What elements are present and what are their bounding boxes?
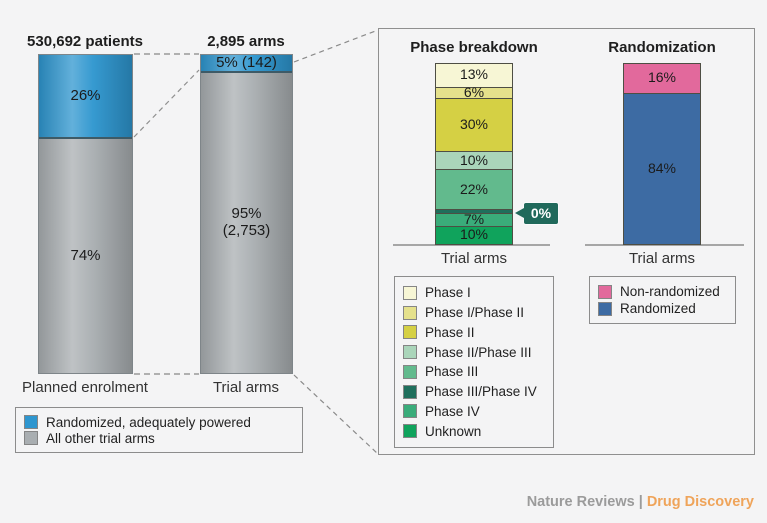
- legend-swatch: [24, 431, 38, 445]
- bar-segment: 10%: [436, 225, 512, 244]
- segment-value-label: 5% (142): [216, 53, 277, 71]
- legend-swatch: [24, 415, 38, 429]
- segment-value-label: 22%: [459, 180, 489, 197]
- legend-label: Randomized: [620, 301, 696, 316]
- legend-label: Phase IV: [425, 403, 480, 419]
- legend-label: Phase I/Phase II: [425, 305, 525, 321]
- bar-segment: 22%: [436, 169, 512, 209]
- legend-swatch: [403, 345, 417, 360]
- randomization-legend: Non-randomized Randomized: [589, 276, 736, 324]
- legend-label: Phase II: [425, 324, 475, 340]
- legend-swatch: [598, 284, 612, 299]
- legend-swatch: [598, 301, 612, 316]
- detail-panel: Phase breakdown Randomization 13% 6% 30% 10…: [378, 28, 755, 455]
- phase-breakdown-bar: 13% 6% 30% 10% 22% 7% 10%: [435, 63, 513, 245]
- dashed-connector-blue: [133, 69, 200, 138]
- legend-label: Phase II/Phase III: [425, 344, 532, 360]
- phase-breakdown-title: Phase breakdown: [410, 39, 538, 56]
- legend-label: Phase III: [425, 364, 479, 380]
- bar-segment: [436, 208, 512, 213]
- randomization-bar: 16% 84%: [623, 63, 701, 245]
- legend-item: Phase I/Phase II: [403, 305, 545, 320]
- bar-segment: 6%: [436, 83, 512, 100]
- segment-value-label: 26%: [70, 86, 101, 104]
- segment-value-label: 16%: [647, 69, 677, 86]
- legend-item: All other trial arms: [24, 431, 294, 446]
- segment-value-label: 84%: [647, 159, 677, 176]
- legend-label: All other trial arms: [46, 430, 155, 446]
- journal-credit: Nature Reviews | Drug Discovery: [527, 494, 754, 510]
- legend-swatch: [403, 285, 417, 300]
- legend-swatch: [403, 325, 417, 340]
- planned-enrolment-label: Planned enrolment: [22, 379, 148, 396]
- legend-item: Randomized, adequately powered: [24, 415, 294, 430]
- legend-item: Randomized: [598, 301, 727, 316]
- segment-value-label: 7%: [463, 210, 485, 227]
- legend-item: Non-randomized: [598, 284, 727, 299]
- segment-value-label: 6%: [463, 83, 485, 100]
- legend-item: Phase I: [403, 285, 545, 300]
- bar-segment: 84%: [624, 92, 700, 244]
- segment-value-label: 74%: [70, 246, 101, 264]
- legend-item: Phase III/Phase IV: [403, 384, 545, 399]
- legend-item: Phase IV: [403, 404, 545, 419]
- bar-segment: 95% (2,753): [201, 70, 292, 373]
- legend-label: Randomized, adequately powered: [46, 414, 251, 430]
- phase-trial-arms-label: Trial arms: [440, 250, 508, 267]
- bar-segment: 7%: [436, 210, 512, 227]
- planned-enrolment-bar: 26% 74%: [38, 54, 133, 374]
- legend-item: Phase II: [403, 325, 545, 340]
- legend-label: Phase III/Phase IV: [425, 384, 537, 400]
- bar-segment: 30%: [436, 97, 512, 151]
- trial-arms-total: 2,895 arms: [207, 33, 285, 50]
- bar-segment: 26%: [39, 55, 132, 138]
- bar-segment: 5% (142): [201, 53, 292, 71]
- bar-segment: 13%: [436, 64, 512, 87]
- legend-swatch: [403, 424, 417, 439]
- segment-value-label: 10%: [459, 226, 489, 243]
- randomization-trial-arms-label: Trial arms: [628, 250, 696, 267]
- journal-separator: |: [638, 494, 643, 510]
- bar-segment: 10%: [436, 151, 512, 170]
- left-chart-legend: Randomized, adequately powered All other …: [15, 407, 303, 453]
- legend-label: Phase I: [425, 285, 471, 301]
- legend-item: Unknown: [403, 424, 545, 439]
- legend-swatch: [403, 404, 417, 419]
- randomization-title: Randomization: [608, 39, 716, 56]
- bar-segment: 74%: [39, 137, 132, 373]
- zero-percent-callout: 0%: [515, 203, 558, 224]
- legend-item: Phase II/Phase III: [403, 345, 545, 360]
- legend-item: Phase III: [403, 364, 545, 379]
- legend-swatch: [403, 384, 417, 399]
- segment-value-label: 30%: [459, 116, 489, 133]
- trial-arms-label: Trial arms: [212, 379, 280, 396]
- segment-value-label: 95%: [231, 205, 262, 223]
- segment-count-label: (2,753): [222, 221, 271, 239]
- publication-name: Drug Discovery: [646, 494, 754, 510]
- phase-legend: Phase I Phase I/Phase II Phase II Phase II/…: [394, 276, 554, 448]
- planned-enrolment-total: 530,692 patients: [27, 33, 143, 50]
- legend-label: Unknown: [425, 423, 482, 439]
- bar-segment: 16%: [624, 64, 700, 93]
- legend-label: Non-randomized: [620, 284, 720, 299]
- legend-swatch: [403, 305, 417, 320]
- trial-arms-bar: 5% (142) 95% (2,753): [200, 54, 293, 374]
- legend-swatch: [403, 364, 417, 379]
- journal-name: Nature Reviews: [526, 494, 635, 510]
- segment-value-label: 10%: [459, 151, 489, 168]
- segment-value-label: 13%: [459, 66, 489, 83]
